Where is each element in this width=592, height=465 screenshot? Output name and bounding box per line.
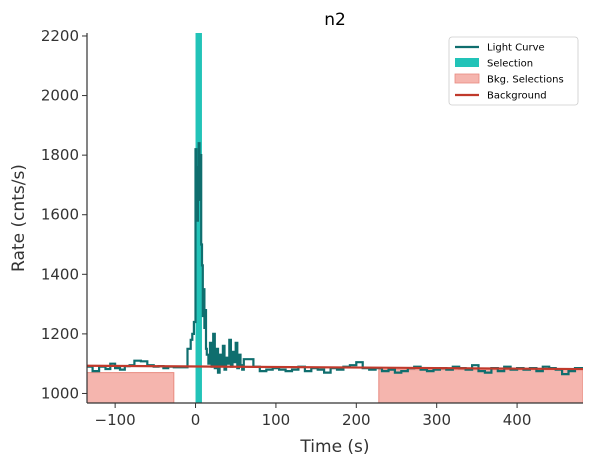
legend-swatch-patch	[455, 58, 479, 67]
y-tick-label: 1400	[41, 265, 79, 283]
y-tick-label: 1600	[41, 206, 79, 224]
background-fit-line	[87, 364, 583, 371]
y-tick-label: 1000	[41, 384, 79, 402]
bkg-selection-2	[378, 369, 583, 403]
legend-swatch-patch	[454, 73, 480, 84]
x-tick-label: 0	[191, 411, 201, 429]
bkg-selection-1	[87, 372, 175, 403]
x-axis-title: Time (s)	[299, 437, 369, 457]
plot-area: −100 0 100 200 300 400 1000 1200 1400 1600 1800 200…	[41, 27, 583, 429]
y-tick-label: 2000	[41, 87, 79, 105]
y-tick-label: 1800	[41, 146, 79, 164]
legend: Light Curve Selection Bkg. Selections Backg…	[448, 36, 579, 106]
x-tick-label: 300	[422, 411, 451, 429]
y-axis-title: Rate (cnts/s)	[9, 164, 29, 272]
plot-clip-group	[87, 33, 583, 403]
legend-label: Background	[487, 91, 547, 102]
x-tick-label: −100	[95, 411, 136, 429]
y-tick-label: 1200	[41, 325, 79, 343]
light-curve-series	[87, 142, 583, 376]
y-tick-label: 2200	[41, 27, 79, 45]
x-tick-label: 100	[262, 411, 291, 429]
x-tick-label: 400	[503, 411, 532, 429]
x-tick-label: 200	[342, 411, 371, 429]
legend-frame	[448, 36, 579, 106]
chart-title: n2	[324, 10, 346, 30]
legend-label: Light Curve	[487, 43, 545, 54]
legend-label: Selection	[487, 59, 533, 70]
legend-label: Bkg. Selections	[487, 75, 564, 86]
